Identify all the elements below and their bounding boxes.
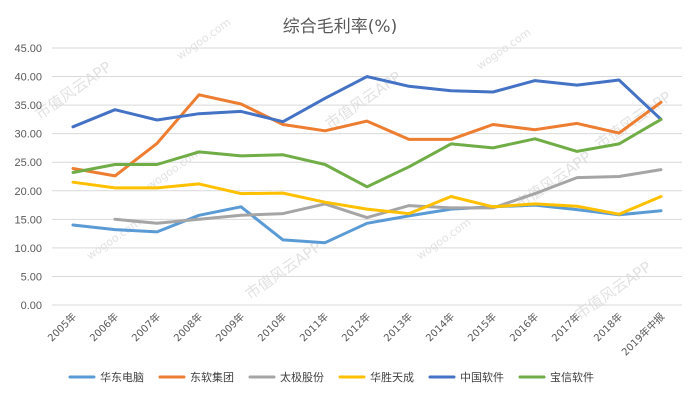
x-tick-label: 2008年 (171, 310, 205, 344)
legend: 华东电脑 东软集团 太极股份 华胜天成 中国软件 宝信软件 (68, 370, 594, 384)
x-tick-label: 2019年中报 (619, 310, 667, 358)
watermark-text: wogoo.com (84, 216, 143, 263)
x-tick-label: 2016年 (507, 310, 541, 344)
y-tick-label: 10.00 (14, 243, 42, 255)
legend-label: 太极股份 (280, 370, 324, 384)
x-tick-label: 2010年 (255, 310, 289, 344)
y-tick-label: 40.00 (14, 72, 42, 84)
y-tick-label: 15.00 (14, 214, 42, 226)
gridlines (52, 47, 682, 306)
x-axis-ticks: 2005年 2006年 2007年 2008年 2009年 2010年 2011年 2012年… (45, 310, 667, 358)
series-lines (71, 75, 663, 245)
x-tick-label: 2018年 (591, 310, 625, 344)
x-tick-label: 2014年 (423, 310, 457, 344)
x-tick-label: 2017年 (549, 310, 583, 344)
y-tick-label: 35.00 (14, 100, 42, 112)
series-line (71, 75, 663, 129)
x-tick-label: 2012年 (339, 310, 373, 344)
y-tick-label: 30.00 (14, 129, 42, 141)
x-tick-label: 2005年 (45, 310, 79, 344)
y-axis-ticks: 0.00 5.00 10.00 15.00 20.00 25.00 30.00 35.00 40… (14, 43, 42, 312)
x-tick-label: 2013年 (381, 310, 415, 344)
watermark-text: wogoo.com (414, 216, 473, 263)
y-tick-label: 5.00 (21, 271, 42, 283)
legend-label: 宝信软件 (550, 370, 594, 384)
y-tick-label: 0.00 (21, 300, 42, 312)
x-tick-label: 2009年 (213, 310, 247, 344)
series-line (71, 203, 663, 245)
chart-title: 综合毛利率(%) (283, 17, 397, 37)
x-tick-label: 2015年 (465, 310, 499, 344)
x-tick-label: 2006年 (87, 310, 121, 344)
series-line (71, 180, 663, 216)
series-line (71, 117, 663, 189)
legend-label: 华东电脑 (100, 370, 144, 384)
watermark-layer: 市值风云APPwogoo.com市值风云APPwogoo.com市值风云APPw… (32, 16, 675, 324)
watermark-text: wogoo.com (474, 26, 533, 73)
watermark-text: 市值风云APP (592, 88, 675, 153)
legend-label: 华胜天成 (370, 370, 414, 384)
watermark-text: 市值风云APP (572, 258, 655, 323)
legend-label: 东软集团 (190, 370, 234, 384)
y-tick-label: 20.00 (14, 186, 42, 198)
y-tick-label: 25.00 (14, 157, 42, 169)
y-tick-label: 45.00 (14, 43, 42, 55)
series-line (71, 93, 663, 178)
watermark-text: wogoo.com (174, 16, 233, 63)
x-tick-label: 2011年 (297, 310, 331, 344)
x-tick-label: 2007年 (129, 310, 163, 344)
legend-label: 中国软件 (460, 370, 504, 384)
